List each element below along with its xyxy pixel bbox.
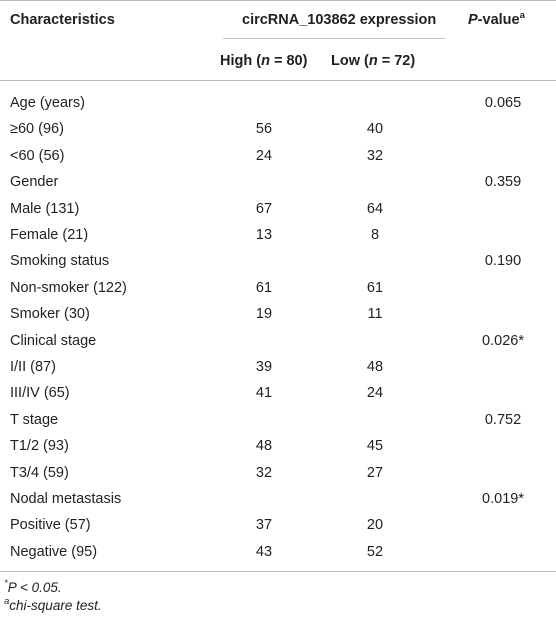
header-bottom-rule [0,80,556,81]
low-count-text: 45 [366,438,384,454]
footnote-significance: *P < 0.05. [4,578,62,595]
p-value-text: 0.026* [482,333,524,349]
header-high: High (n = 80) [220,53,308,69]
row-label: <60 (56) [10,148,65,164]
low-count-text: 64 [366,201,384,217]
header-expression: circRNA_103862 expression [242,12,437,28]
row-label: Non-smoker (122) [10,280,127,296]
low-count-text: 20 [366,517,384,533]
row-label: Female (21) [10,227,89,243]
row-label: T1/2 (93) [10,438,69,454]
high-count-text: 39 [255,359,273,375]
row-label: Male (131) [10,201,80,217]
row-label: Smoker (30) [10,306,90,322]
low-count-text: 61 [366,280,384,296]
row-label: Positive (57) [10,517,91,533]
low-count-text: 11 [367,306,383,322]
low-count-text: 32 [366,148,384,164]
low-count-text: 40 [366,121,384,137]
row-label: T3/4 (59) [10,465,69,481]
expression-subheader-rule [223,38,445,39]
high-count-text: 56 [255,121,273,137]
p-value-text: 0.065 [484,95,522,111]
high-count-text: 61 [255,280,273,296]
low-count-text: 27 [366,465,384,481]
p-value-text: 0.359 [484,174,522,190]
row-label: I/II (87) [10,359,56,375]
table-bottom-rule [0,571,556,572]
high-count-text: 32 [255,465,273,481]
high-count-text: 67 [255,201,273,217]
low-count-text: 24 [366,385,384,401]
p-value-text: 0.752 [484,412,522,428]
high-count-text: 48 [255,438,273,454]
low-count-text: 48 [366,359,384,375]
row-label: Nodal metastasis [10,491,122,507]
low-count-text: 8 [370,227,380,243]
p-value-text: 0.019* [482,491,524,507]
low-count-text: 52 [366,544,384,560]
high-count-text: 19 [255,306,273,322]
p-value-text: 0.190 [484,253,522,269]
header-characteristics: Characteristics [10,12,115,28]
high-count-text: 41 [255,385,273,401]
row-label: Negative (95) [10,544,98,560]
row-label: III/IV (65) [10,385,70,401]
row-label: Clinical stage [10,333,97,349]
row-label: T stage [10,412,59,428]
row-label: ≥60 (96) [10,121,64,137]
row-label: Smoking status [10,253,110,269]
footnote-test: achi-square test. [4,596,102,613]
table-top-rule [0,0,556,1]
header-low: Low (n = 72) [331,53,416,69]
header-pvalue: P-valuea [468,10,525,28]
high-count-text: 24 [255,148,273,164]
row-label: Gender [10,174,59,190]
high-count-text: 37 [255,517,273,533]
row-label: Age (years) [10,95,85,111]
high-count-text: 43 [255,544,273,560]
high-count-text: 13 [255,227,273,243]
